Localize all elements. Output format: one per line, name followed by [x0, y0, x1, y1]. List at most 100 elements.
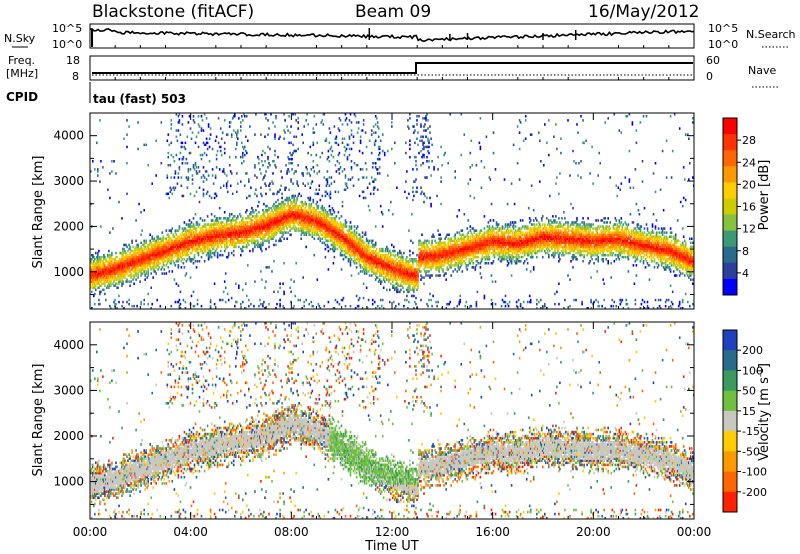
- power-cell: [265, 204, 267, 208]
- power-cell: [364, 251, 367, 255]
- power-cell: [220, 221, 223, 224]
- power-cell: [141, 260, 143, 263]
- power-cell: [91, 290, 93, 294]
- power-cell: [409, 143, 411, 147]
- power-cell: [349, 178, 352, 181]
- power-cell: [237, 233, 239, 236]
- power-cell: [268, 223, 270, 226]
- power-cell: [348, 249, 351, 253]
- power-cell: [386, 270, 388, 273]
- power-cell: [212, 227, 215, 230]
- power-cell: [328, 229, 331, 232]
- power-cell: [341, 170, 344, 173]
- power-cell: [250, 213, 252, 216]
- power-cell: [389, 300, 391, 304]
- power-cell: [118, 260, 120, 263]
- power-cell: [361, 255, 364, 259]
- power-cell: [264, 239, 266, 243]
- power-cell: [172, 243, 175, 247]
- power-cell: [230, 233, 233, 236]
- power-cell: [174, 172, 177, 175]
- power-cell: [376, 268, 379, 271]
- power-cell: [206, 233, 209, 236]
- power-cell: [339, 247, 342, 251]
- power-cell: [147, 292, 149, 296]
- power-cell: [219, 243, 222, 247]
- power-cell: [193, 231, 196, 234]
- power-cell: [407, 280, 409, 283]
- power-cell: [207, 229, 210, 232]
- power-cell: [305, 233, 307, 236]
- power-cell: [106, 286, 108, 289]
- power-cell: [252, 241, 254, 245]
- power-cell: [338, 172, 341, 175]
- power-cell: [177, 115, 180, 118]
- power-cell: [240, 247, 242, 251]
- power-cell: [145, 239, 147, 243]
- power-cell: [361, 253, 364, 257]
- power-cell: [150, 286, 152, 289]
- power-cell: [167, 253, 170, 257]
- power-cell: [187, 168, 190, 171]
- power-cell: [114, 276, 116, 279]
- power-cell: [403, 290, 405, 294]
- power-cell: [281, 192, 283, 196]
- power-cell: [391, 258, 393, 261]
- power-cell: [247, 215, 249, 218]
- power-cell: [297, 121, 299, 124]
- power-cell: [171, 247, 174, 251]
- power-cell: [263, 227, 265, 230]
- power-cell: [365, 260, 368, 263]
- power-cell: [413, 270, 415, 273]
- power-cell: [123, 262, 125, 265]
- power-cell: [365, 176, 368, 179]
- power-cell: [277, 190, 279, 194]
- power-cell: [403, 251, 405, 255]
- power-cell: [148, 262, 150, 265]
- power-cell: [342, 225, 345, 228]
- power-cell: [258, 219, 260, 222]
- power-cell: [367, 253, 370, 257]
- power-cell: [208, 137, 211, 140]
- power-cell: [262, 221, 264, 224]
- power-cell: [133, 260, 135, 263]
- power-cell: [113, 278, 115, 281]
- power-cell: [293, 172, 295, 175]
- power-cell: [312, 221, 315, 224]
- power-cell: [341, 253, 344, 257]
- power-cell: [241, 225, 243, 228]
- power-cell: [129, 274, 131, 277]
- power-cell: [322, 223, 325, 226]
- power-cell: [324, 247, 327, 251]
- power-cell: [122, 300, 124, 304]
- power-cell: [392, 272, 394, 275]
- power-cell: [396, 280, 398, 283]
- power-cell: [390, 260, 392, 263]
- power-cell: [317, 233, 320, 236]
- power-cell: [414, 286, 416, 289]
- power-cell: [191, 237, 194, 240]
- power-cell: [178, 113, 181, 116]
- power-cell: [226, 241, 229, 245]
- power-cell: [414, 258, 416, 261]
- power-cell: [326, 215, 329, 218]
- power-cell: [214, 237, 217, 240]
- power-cell: [276, 204, 278, 208]
- power-cell: [352, 184, 355, 187]
- power-cell: [137, 258, 139, 261]
- power-cell: [218, 145, 221, 149]
- power-cell: [288, 215, 290, 218]
- power-cell: [348, 135, 351, 138]
- power-cell: [164, 253, 167, 257]
- power-cell: [268, 162, 270, 165]
- power-cell: [232, 129, 235, 132]
- power-cell: [185, 260, 188, 263]
- power-cell: [400, 284, 402, 287]
- power-cell: [260, 186, 262, 189]
- power-cell: [234, 241, 236, 245]
- power-cell: [131, 262, 133, 265]
- power-cell: [109, 278, 111, 281]
- power-cell: [247, 227, 249, 230]
- power-cell: [260, 215, 262, 218]
- power-cell: [393, 249, 395, 253]
